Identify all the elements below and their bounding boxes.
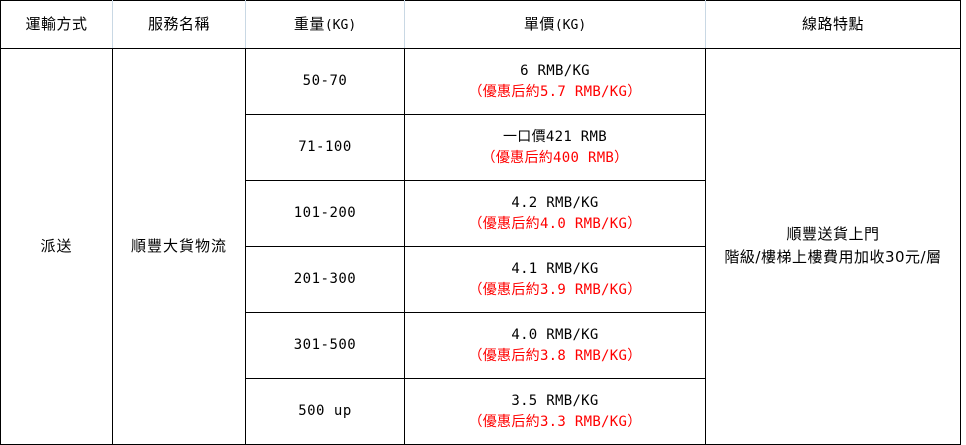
table-row: 301-500 4.0 RMB/KG （優惠后約3.8 RMB/KG） — [1, 312, 961, 379]
cell-weight: 201-300 — [245, 246, 405, 313]
column-header-unit-price-label: 單價 — [523, 14, 555, 33]
cell-weight: 50-70 — [245, 48, 405, 115]
table-row: 派送 順豐大貨物流 50-70 6 RMB/KG （優惠后約5.7 RMB/KG… — [0, 48, 961, 445]
column-header-route-feature: 線路特點 — [705, 0, 961, 49]
column-header-service-name: 服務名稱 — [112, 0, 246, 49]
table-row: 201-300 4.1 RMB/KG （優惠后約3.9 RMB/KG） — [1, 246, 961, 313]
cell-weight: 71-100 — [245, 114, 405, 181]
cell-unit-price: 4.1 RMB/KG （優惠后約3.9 RMB/KG） — [404, 246, 706, 313]
cell-route-feature: 順豐送貨上門 階級/樓梯上樓費用加收30元/層 — [705, 48, 961, 445]
cell-transport-mode: 派送 — [0, 48, 113, 445]
price-base: 一口價421 RMB — [502, 129, 607, 146]
table-header-row: 運輸方式 服務名稱 重量(KG) 單價(KG) 線路特點 — [0, 0, 961, 49]
cell-weight: 500 up — [245, 378, 405, 445]
price-base: 4.1 RMB/KG — [511, 261, 599, 278]
table-body: 派送 順豐大貨物流 50-70 6 RMB/KG （優惠后約5.7 RMB/KG… — [0, 48, 961, 445]
cell-unit-price: 一口價421 RMB （優惠后約400 RMB） — [404, 114, 706, 181]
cell-unit-price: 3.5 RMB/KG （優惠后約3.3 RMB/KG） — [404, 378, 706, 445]
cell-unit-price: 6 RMB/KG （優惠后約5.7 RMB/KG） — [404, 48, 706, 115]
column-header-unit-price: 單價(KG) — [404, 0, 706, 49]
price-promo: （優惠后約3.3 RMB/KG） — [468, 413, 642, 430]
column-header-unit-price-unit: (KG) — [554, 17, 587, 33]
column-header-transport-mode-label: 運輸方式 — [25, 14, 88, 33]
cell-unit-price: 4.2 RMB/KG （優惠后約4.0 RMB/KG） — [404, 180, 706, 247]
cell-service-name: 順豐大貨物流 — [112, 48, 246, 445]
price-base: 6 RMB/KG — [520, 63, 590, 80]
price-promo: （優惠后約5.7 RMB/KG） — [468, 83, 642, 100]
price-base: 3.5 RMB/KG — [511, 393, 599, 410]
cell-weight: 101-200 — [245, 180, 405, 247]
price-promo: （優惠后約400 RMB） — [481, 149, 629, 166]
price-base: 4.2 RMB/KG — [511, 195, 599, 212]
table-row: 101-200 4.2 RMB/KG （優惠后約4.0 RMB/KG） — [1, 180, 961, 247]
table-header: 運輸方式 服務名稱 重量(KG) 單價(KG) 線路特點 — [0, 0, 961, 49]
route-feature-line-1: 順豐送貨上門 — [786, 225, 880, 244]
column-header-weight: 重量(KG) — [245, 0, 405, 49]
price-promo: （優惠后約3.9 RMB/KG） — [468, 281, 642, 298]
column-header-service-name-label: 服務名稱 — [147, 14, 210, 33]
route-feature-line-2: 階級/樓梯上樓費用加收30元/層 — [724, 248, 942, 266]
cell-unit-price: 4.0 RMB/KG （優惠后約3.8 RMB/KG） — [404, 312, 706, 379]
column-header-transport-mode: 運輸方式 — [0, 0, 113, 49]
price-promo: （優惠后約4.0 RMB/KG） — [468, 215, 642, 232]
price-base: 4.0 RMB/KG — [511, 327, 599, 344]
column-header-weight-label: 重量 — [293, 14, 325, 33]
column-header-route-feature-label: 線路特點 — [801, 14, 864, 33]
column-header-weight-unit: (KG) — [324, 17, 357, 33]
price-promo: （優惠后約3.8 RMB/KG） — [468, 347, 642, 364]
cell-weight: 301-500 — [245, 312, 405, 379]
table-row: 71-100 一口價421 RMB （優惠后約400 RMB） — [1, 114, 961, 181]
